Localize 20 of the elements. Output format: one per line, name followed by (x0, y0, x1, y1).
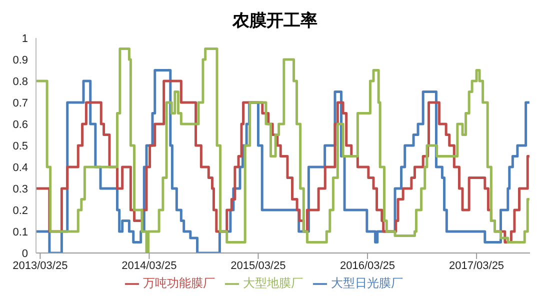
x-tick-label: 2014/03/25 (122, 260, 177, 272)
y-tick-label: 0.3 (12, 183, 28, 196)
x-tick-label: 2015/03/25 (230, 260, 286, 272)
y-tick-label: 0.4 (12, 162, 28, 174)
y-tick-label: 0 (22, 248, 28, 260)
y-tick-label: 0.2 (12, 204, 28, 217)
y-tick-label: 1 (22, 32, 28, 45)
x-tick-label: 2013/03/25 (12, 260, 68, 272)
x-tick-label: 2016/03/25 (340, 260, 396, 272)
y-tick-label: 0.6 (12, 118, 28, 131)
x-tick-label: 2017/03/25 (449, 260, 504, 272)
y-tick-label: 0.1 (12, 226, 28, 238)
y-tick-label: 0.9 (12, 54, 28, 66)
legend-label: 大型地膜厂 (243, 276, 303, 290)
y-tick-label: 0.5 (12, 140, 28, 152)
y-tick-label: 0.7 (12, 97, 28, 110)
chart-title: 农膜开工率 (231, 10, 318, 32)
y-tick-label: 0.8 (12, 76, 28, 88)
legend-label: 万吨功能膜厂 (143, 276, 215, 290)
legend-label: 大型日光膜厂 (331, 276, 403, 290)
